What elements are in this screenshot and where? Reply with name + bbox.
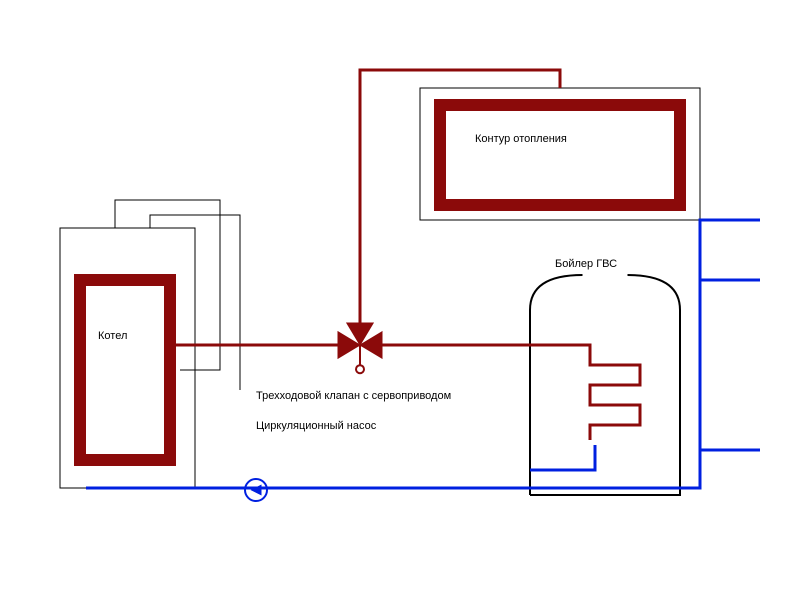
label-heating-circuit: Контур отопления bbox=[475, 133, 567, 145]
valve-servo bbox=[356, 365, 364, 373]
label-valve: Трехходовой клапан с сервоприводом bbox=[256, 390, 451, 402]
label-pump: Циркуляционный насос bbox=[256, 420, 376, 432]
label-boiler: Котел bbox=[98, 330, 127, 342]
heating-schematic bbox=[0, 0, 800, 600]
cold-pipe bbox=[530, 445, 595, 470]
heating-circuit bbox=[440, 105, 680, 205]
hot-pipe bbox=[555, 345, 640, 440]
pump-arrow bbox=[251, 485, 262, 496]
boiler bbox=[80, 280, 170, 460]
cold-pipe bbox=[86, 220, 760, 488]
label-dhw-boiler: Бойлер ГВС bbox=[555, 258, 617, 270]
